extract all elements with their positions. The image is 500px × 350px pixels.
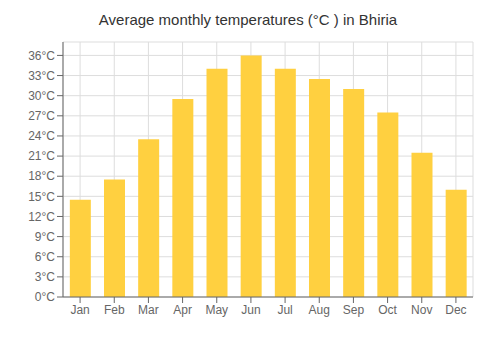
- svg-text:9°C: 9°C: [35, 230, 55, 244]
- svg-text:36°C: 36°C: [28, 49, 55, 63]
- svg-text:24°C: 24°C: [28, 129, 55, 143]
- svg-text:Feb: Feb: [104, 303, 125, 317]
- svg-text:Jul: Jul: [277, 303, 292, 317]
- svg-text:Jan: Jan: [70, 303, 89, 317]
- svg-text:Dec: Dec: [445, 303, 466, 317]
- svg-text:15°C: 15°C: [28, 190, 55, 204]
- svg-text:Apr: Apr: [173, 303, 192, 317]
- svg-text:3°C: 3°C: [35, 270, 55, 284]
- svg-text:Mar: Mar: [138, 303, 159, 317]
- svg-text:Nov: Nov: [411, 303, 432, 317]
- svg-text:Aug: Aug: [309, 303, 330, 317]
- svg-text:Sep: Sep: [343, 303, 365, 317]
- svg-text:18°C: 18°C: [28, 169, 55, 183]
- svg-text:6°C: 6°C: [35, 250, 55, 264]
- svg-text:0°C: 0°C: [35, 290, 55, 304]
- svg-text:Oct: Oct: [378, 303, 397, 317]
- svg-text:27°C: 27°C: [28, 109, 55, 123]
- svg-text:Jun: Jun: [241, 303, 260, 317]
- svg-text:May: May: [205, 303, 228, 317]
- svg-text:21°C: 21°C: [28, 149, 55, 163]
- svg-text:33°C: 33°C: [28, 69, 55, 83]
- html-text:Average monthly temperatures (: Average monthly temperatures (°C ) in Bh…: [98, 11, 398, 28]
- svg-text:12°C: 12°C: [28, 210, 55, 224]
- svg-text:30°C: 30°C: [28, 89, 55, 103]
